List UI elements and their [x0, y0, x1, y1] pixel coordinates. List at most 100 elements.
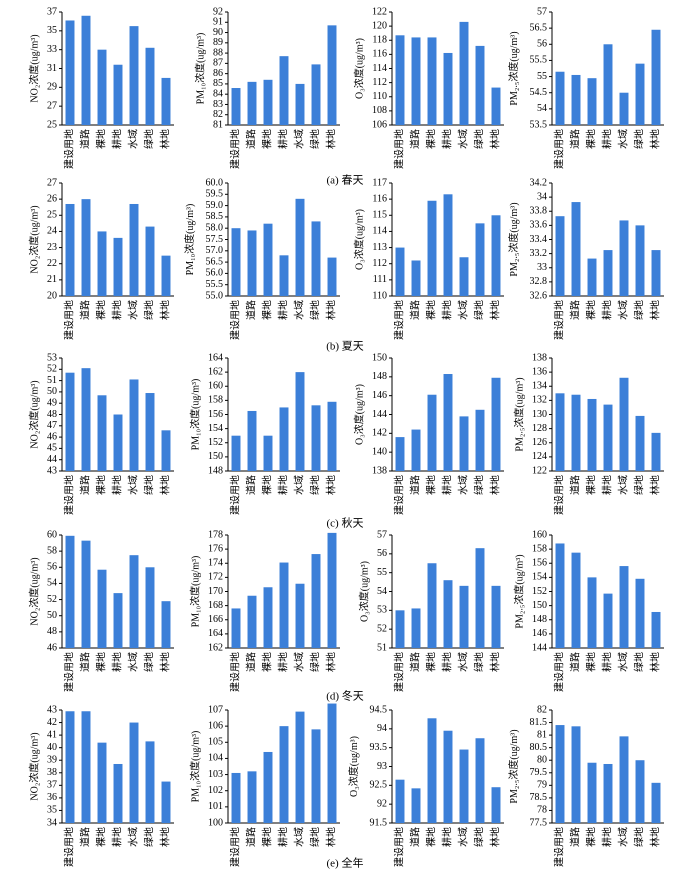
bar [161, 255, 171, 296]
x-tick-label: 裸地 [94, 652, 107, 672]
y-tick-label: 52 [377, 623, 387, 634]
x-tick-label: 林地 [648, 129, 661, 149]
y-tick-label: 138 [532, 352, 547, 363]
bar [395, 610, 405, 648]
y-tick-label: 104 [208, 753, 223, 764]
bar [311, 221, 321, 296]
y-tick-label: 148 [372, 371, 387, 382]
y-axis-label: NO₂浓度(ug/m³) [28, 380, 41, 448]
y-tick-label: 86 [213, 68, 223, 79]
y-tick-label: 108 [372, 105, 387, 116]
bar [587, 78, 597, 125]
bar [231, 772, 241, 823]
bar [231, 435, 241, 471]
bar [145, 393, 155, 471]
x-tick-label: 建设用地 [552, 827, 565, 867]
x-tick-label: 裸地 [424, 652, 437, 672]
y-tick-label: 55 [377, 567, 387, 578]
bar [571, 726, 581, 823]
bar [161, 77, 171, 125]
y-axis-label: PM₁₀浓度(ug/m³) [188, 731, 201, 803]
y-tick-label: 29 [47, 82, 57, 93]
y-tick-label: 34 [537, 191, 547, 202]
x-tick-label: 裸地 [260, 475, 273, 495]
y-tick-label: 56.5 [206, 256, 224, 267]
bar [411, 260, 421, 296]
y-tick-label: 160 [208, 381, 223, 392]
x-tick-label: 建设用地 [62, 475, 75, 515]
x-tick-label: 裸地 [424, 129, 437, 149]
x-tick-label: 建设用地 [552, 652, 565, 692]
y-tick-label: 156 [208, 409, 223, 420]
y-tick-label: 84 [213, 88, 223, 99]
y-tick-label: 56 [47, 562, 57, 573]
bar [327, 703, 337, 823]
x-tick-label: 建设用地 [392, 475, 405, 515]
y-tick-label: 113 [372, 242, 387, 253]
y-tick-label: 164 [208, 352, 223, 363]
x-tick-label: 林地 [648, 652, 661, 672]
bar [491, 787, 501, 823]
y-tick-label: 51 [47, 375, 57, 386]
bar [475, 738, 485, 823]
y-axis-label: O₃浓度(ug/m³) [352, 38, 365, 99]
x-tick-label: 裸地 [260, 652, 273, 672]
bar [113, 593, 123, 648]
x-tick-label: 水域 [126, 475, 139, 495]
y-tick-label: 40 [47, 742, 57, 753]
y-tick-label: 33.8 [530, 206, 548, 217]
y-tick-label: 78 [537, 805, 547, 816]
x-tick-label: 林地 [324, 300, 337, 320]
y-tick-label: 24 [47, 226, 57, 237]
bar [459, 749, 469, 823]
bar [411, 608, 421, 648]
y-tick-label: 32.6 [530, 290, 548, 301]
x-tick-label: 道路 [408, 129, 421, 149]
bar [311, 554, 321, 648]
y-tick-label: 162 [208, 642, 223, 653]
x-tick-label: 林地 [488, 827, 501, 847]
bar [555, 71, 565, 125]
x-tick-label: 裸地 [584, 475, 597, 495]
bar [603, 763, 613, 823]
bar [651, 29, 661, 126]
bar [327, 25, 337, 125]
y-tick-label: 103 [208, 769, 223, 780]
y-tick-label: 23 [47, 242, 57, 253]
bar [443, 730, 453, 823]
y-tick-label: 112 [372, 258, 387, 269]
y-tick-label: 33.4 [530, 234, 548, 245]
y-tick-label: 118 [372, 35, 387, 46]
x-tick-label: 林地 [648, 475, 661, 495]
y-tick-label: 50 [47, 386, 57, 397]
y-tick-label: 22 [47, 258, 57, 269]
y-tick-label: 48 [47, 409, 57, 420]
y-tick-label: 33.6 [530, 220, 548, 231]
y-axis-label: PM₁₀浓度(ug/m³) [188, 379, 201, 451]
y-tick-label: 130 [532, 409, 547, 420]
caption: (a) 春天 [327, 174, 364, 187]
bar [97, 569, 107, 648]
y-tick-label: 150 [532, 600, 547, 611]
y-tick-label: 174 [208, 558, 223, 569]
y-tick-label: 152 [532, 586, 547, 597]
y-tick-label: 126 [532, 437, 547, 448]
y-tick-label: 53.5 [530, 119, 548, 130]
y-tick-label: 57.5 [206, 234, 224, 245]
y-tick-label: 53 [47, 352, 57, 363]
bar [145, 226, 155, 296]
x-tick-label: 绿地 [308, 827, 321, 847]
y-tick-label: 89 [213, 37, 223, 48]
y-tick-label: 52 [47, 594, 57, 605]
y-tick-label: 60.0 [206, 177, 224, 188]
y-tick-label: 110 [372, 91, 387, 102]
y-tick-label: 78.5 [530, 792, 548, 803]
y-tick-label: 91 [213, 17, 223, 28]
bar [295, 583, 305, 648]
y-tick-label: 146 [372, 390, 387, 401]
bar [475, 223, 485, 296]
y-tick-label: 81 [537, 729, 547, 740]
y-tick-label: 83 [213, 99, 223, 110]
bar [635, 63, 645, 125]
x-tick-label: 道路 [408, 827, 421, 847]
